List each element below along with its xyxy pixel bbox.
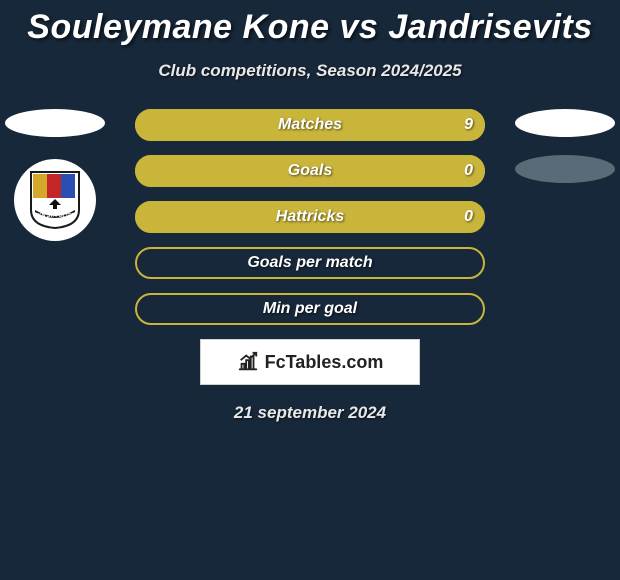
stat-label: Min per goal — [263, 300, 357, 318]
stat-row: Goals per match — [135, 247, 485, 279]
stat-label: Goals per match — [247, 254, 372, 272]
page-title: Souleymane Kone vs Jandrisevits — [0, 0, 620, 47]
stat-row: Hattricks 0 — [135, 201, 485, 233]
subtitle: Club competitions, Season 2024/2025 — [0, 61, 620, 81]
stats-bars: Matches 9 Goals 0 Hattricks 0 Goals per match M… — [135, 109, 485, 325]
stat-label: Goals — [288, 162, 332, 180]
date-label: 21 september 2024 — [0, 403, 620, 423]
stat-label: Hattricks — [276, 208, 344, 226]
shield-icon: SKN ST. PÖLTEN — [29, 170, 81, 230]
stat-right-value: 0 — [464, 208, 473, 226]
svg-text:SKN ST. PÖLTEN: SKN ST. PÖLTEN — [35, 212, 76, 219]
fctables-logo: FcTables.com — [200, 339, 420, 385]
stat-right-value: 0 — [464, 162, 473, 180]
right-player-column — [510, 109, 620, 201]
player-photo-placeholder-right — [515, 109, 615, 137]
club-badge-left: SKN ST. PÖLTEN — [14, 159, 96, 241]
player-photo-placeholder-left — [5, 109, 105, 137]
stat-label: Matches — [278, 116, 342, 134]
stat-right-value: 9 — [464, 116, 473, 134]
left-player-column: SKN ST. PÖLTEN — [0, 109, 110, 241]
comparison-content: SKN ST. PÖLTEN Matches9Goals0Hattricks0G… — [0, 109, 620, 423]
logo-text: FcTables.com — [265, 352, 384, 373]
stat-row: Matches 9 — [135, 109, 485, 141]
stat-row: Goals 0 — [135, 155, 485, 187]
chart-icon — [237, 351, 259, 373]
club-badge-placeholder-right — [515, 155, 615, 183]
stat-row: Min per goal — [135, 293, 485, 325]
